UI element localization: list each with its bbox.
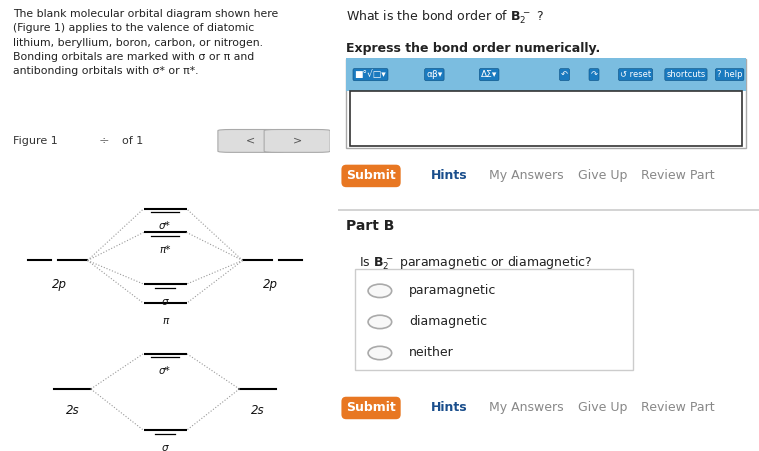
Text: neither: neither <box>409 346 454 359</box>
Text: <: < <box>247 136 256 146</box>
FancyBboxPatch shape <box>351 91 742 146</box>
Text: ΔΣ▾: ΔΣ▾ <box>481 70 497 79</box>
Text: σ: σ <box>162 443 168 451</box>
Text: What is the bond order of $\mathbf{B}_2^{\,-}$ ?: What is the bond order of $\mathbf{B}_2^… <box>346 9 544 26</box>
Text: Give Up: Give Up <box>578 401 627 414</box>
Text: π*: π* <box>159 245 171 255</box>
Text: Figure 1: Figure 1 <box>13 136 58 146</box>
Text: ÷: ÷ <box>99 134 109 147</box>
Text: Part B: Part B <box>346 219 395 233</box>
Circle shape <box>368 346 392 360</box>
Text: σ*: σ* <box>159 366 171 376</box>
Text: ↺ reset: ↺ reset <box>620 70 651 79</box>
Text: ↷: ↷ <box>591 70 597 79</box>
FancyBboxPatch shape <box>346 60 746 148</box>
Text: αβ▾: αβ▾ <box>427 70 442 79</box>
Text: The blank molecular orbital diagram shown here
(Figure 1) applies to the valence: The blank molecular orbital diagram show… <box>13 9 279 76</box>
Text: Hints: Hints <box>430 170 467 183</box>
Circle shape <box>368 284 392 298</box>
Text: σ*: σ* <box>159 221 171 231</box>
Text: σ: σ <box>162 296 168 307</box>
Text: ? help: ? help <box>716 70 742 79</box>
Text: Express the bond order numerically.: Express the bond order numerically. <box>346 42 600 55</box>
Text: ■°√□▾: ■°√□▾ <box>354 70 386 79</box>
Text: Is $\mathbf{B}_2^{\,-}$ paramagnetic or diamagnetic?: Is $\mathbf{B}_2^{\,-}$ paramagnetic or … <box>359 255 592 272</box>
Text: My Answers: My Answers <box>490 170 564 183</box>
Text: Submit: Submit <box>346 401 396 414</box>
Text: Hints: Hints <box>430 401 467 414</box>
Text: diamagnetic: diamagnetic <box>409 315 487 328</box>
Text: Review Part: Review Part <box>641 170 715 183</box>
Text: Submit: Submit <box>346 170 396 183</box>
Text: Review Part: Review Part <box>641 401 715 414</box>
Text: Give Up: Give Up <box>578 170 627 183</box>
Text: shortcuts: shortcuts <box>666 70 706 79</box>
Text: 2s: 2s <box>250 404 264 417</box>
FancyBboxPatch shape <box>218 129 284 152</box>
Text: ↶: ↶ <box>561 70 568 79</box>
Text: >: > <box>292 136 302 146</box>
Circle shape <box>368 315 392 329</box>
Text: 2p: 2p <box>263 278 279 291</box>
FancyBboxPatch shape <box>264 129 330 152</box>
Text: 2p: 2p <box>52 278 67 291</box>
Text: 2s: 2s <box>66 404 80 417</box>
FancyBboxPatch shape <box>354 269 633 370</box>
Text: of 1: of 1 <box>122 136 143 146</box>
Text: π: π <box>162 316 168 326</box>
Text: paramagnetic: paramagnetic <box>409 284 496 297</box>
Text: My Answers: My Answers <box>490 401 564 414</box>
FancyBboxPatch shape <box>346 58 746 91</box>
